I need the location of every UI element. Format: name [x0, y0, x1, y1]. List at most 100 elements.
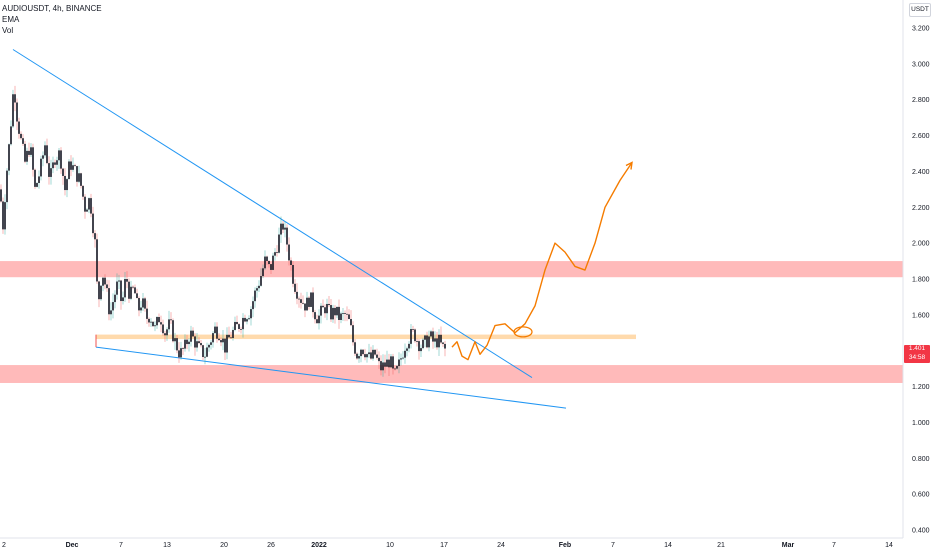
candle-body [372, 349, 374, 359]
candle-body [214, 326, 216, 334]
bar-countdown: 34:58 [908, 353, 926, 361]
candle-body [440, 334, 442, 343]
candle-body [122, 297, 124, 302]
candle-body [78, 173, 80, 182]
y-tick-label: 0.600 [912, 492, 930, 499]
projection-arrowhead [625, 161, 633, 170]
candle-body [350, 319, 352, 326]
x-tick-label: Dec [66, 542, 79, 549]
candle-body [272, 255, 274, 270]
candle-body [286, 227, 288, 245]
candle-body [212, 333, 214, 343]
candle-body [318, 315, 320, 324]
y-tick-label: 0.800 [912, 456, 930, 463]
candle-body [256, 288, 258, 291]
candle-body [146, 308, 148, 319]
candle-body [178, 350, 180, 358]
ema-indicator-label[interactable]: EMA [2, 15, 20, 24]
x-tick-label: 20 [220, 542, 228, 549]
target-circle [513, 326, 533, 338]
candle-body [298, 298, 300, 300]
candle-body [48, 163, 50, 177]
candle-body [246, 319, 248, 322]
candle-body [40, 158, 42, 177]
x-tick-label: 13 [163, 542, 171, 549]
candle-body [260, 276, 262, 286]
candle-body [342, 313, 344, 314]
upper-trendline [12, 49, 533, 379]
symbol-label[interactable]: AUDIOUSDT, 4h, BINANCE [2, 4, 102, 13]
y-tick-label: 0.400 [912, 528, 930, 535]
candle-body [44, 145, 46, 156]
candle-body [374, 349, 376, 355]
candle-body [168, 319, 170, 330]
candle-body [232, 329, 234, 339]
candle-body [16, 102, 18, 122]
candle-body [94, 233, 96, 240]
candle-body [196, 341, 198, 348]
candle-body [22, 138, 24, 144]
candle-body [34, 169, 36, 187]
candle-body [186, 339, 188, 345]
candle-body [332, 307, 334, 320]
candle-body [262, 268, 264, 277]
candle-layer [0, 85, 446, 377]
candle-body [438, 334, 440, 348]
candle-body [266, 256, 268, 261]
candle-body [270, 264, 272, 270]
candle-body [170, 319, 172, 321]
volume-indicator-label[interactable]: Vol [2, 26, 14, 35]
trendline-layer [12, 49, 567, 409]
candle-body [282, 223, 284, 230]
candle-body [18, 121, 20, 134]
candle-body [184, 339, 186, 349]
candle-body [314, 312, 316, 320]
candle-body [304, 303, 306, 311]
candle-body [276, 252, 278, 253]
currency-label[interactable]: USDT [909, 3, 931, 17]
candle-body [412, 329, 414, 330]
candle-body [384, 362, 386, 367]
y-tick-label: 2.800 [912, 97, 930, 104]
x-tick-label: Feb [559, 542, 571, 549]
candle-body [296, 291, 298, 299]
candle-body [218, 338, 220, 341]
candle-body [198, 341, 200, 344]
candle-body [236, 321, 238, 325]
candle-body [142, 298, 144, 308]
candle-body [310, 292, 312, 307]
candle-body [154, 325, 156, 327]
candle-body [308, 297, 310, 307]
candle-body [210, 342, 212, 345]
candle-body [362, 349, 364, 355]
candle-body [72, 165, 74, 170]
candle-body [306, 297, 308, 311]
candle-body [328, 303, 330, 306]
y-tick-label: 1.600 [912, 312, 930, 319]
candle-body [182, 348, 184, 349]
x-tick-label: 14 [664, 542, 672, 549]
candle-body [330, 305, 332, 320]
candle-body [128, 281, 130, 299]
candle-body [284, 227, 286, 230]
candle-body [102, 277, 104, 286]
candle-body [248, 318, 250, 320]
candle-body [228, 334, 230, 338]
candle-body [408, 343, 410, 349]
candle-body [392, 356, 394, 369]
candle-body [2, 201, 4, 230]
candle-body [14, 94, 16, 103]
candle-body [274, 252, 276, 256]
candle-body [222, 338, 224, 343]
candle-body [30, 147, 32, 155]
candle-body [8, 144, 10, 171]
candle-body [338, 306, 340, 320]
candle-body [92, 213, 94, 234]
x-tick-label: 2 [2, 542, 6, 549]
candle-body [152, 321, 154, 327]
candle-body [26, 150, 28, 162]
candle-body [324, 307, 326, 314]
candle-body [76, 166, 78, 182]
candle-body [216, 326, 218, 339]
